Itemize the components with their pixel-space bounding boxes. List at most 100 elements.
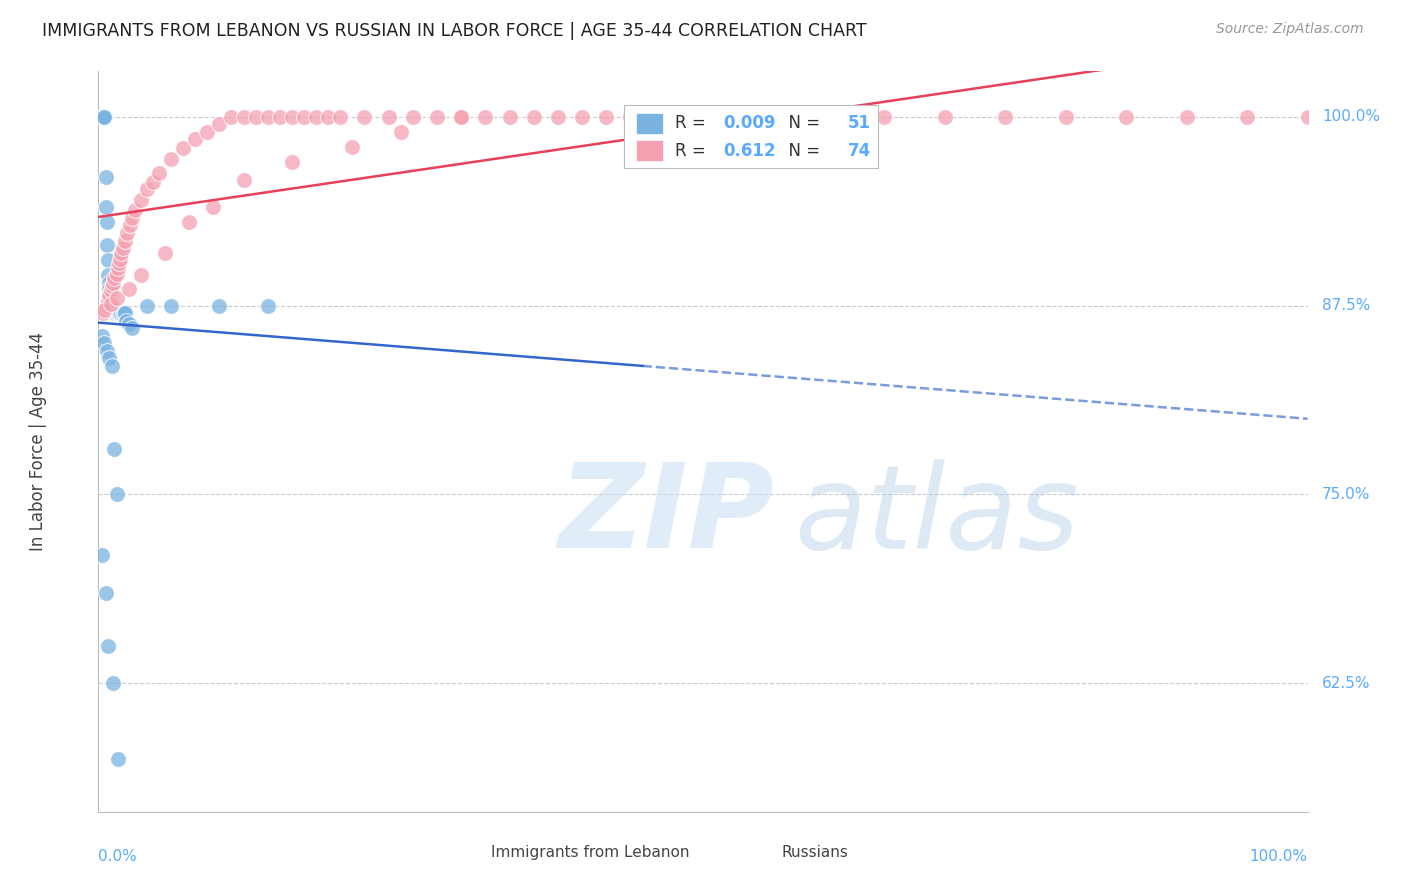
- Text: Immigrants from Lebanon: Immigrants from Lebanon: [492, 845, 690, 860]
- Point: [100, 295, 122, 310]
- Point: [111, 241, 134, 255]
- Text: 0.0%: 0.0%: [98, 849, 138, 863]
- Point: [245, 110, 267, 124]
- Point: [110, 245, 132, 260]
- Point: [108, 306, 131, 320]
- Point: [96, 215, 118, 229]
- Point: [547, 110, 569, 124]
- Point: [202, 200, 225, 214]
- Text: 100.0%: 100.0%: [1250, 849, 1308, 863]
- Point: [91, 306, 114, 320]
- Point: [619, 110, 641, 124]
- Point: [114, 234, 136, 248]
- Point: [118, 219, 141, 233]
- Point: [91, 110, 114, 124]
- Point: [153, 245, 176, 260]
- Point: [256, 110, 278, 124]
- Point: [994, 110, 1017, 124]
- Point: [135, 299, 157, 313]
- Point: [100, 299, 122, 313]
- Point: [148, 165, 170, 179]
- Point: [101, 301, 124, 316]
- Point: [98, 282, 121, 296]
- Point: [90, 110, 112, 124]
- Point: [91, 110, 114, 124]
- FancyBboxPatch shape: [637, 112, 664, 134]
- Point: [108, 306, 131, 320]
- Point: [329, 110, 352, 124]
- Point: [100, 284, 122, 298]
- Text: 75.0%: 75.0%: [1322, 487, 1371, 502]
- Point: [631, 110, 654, 124]
- Point: [103, 303, 125, 318]
- Point: [110, 306, 132, 320]
- Point: [98, 276, 121, 290]
- Point: [184, 132, 207, 146]
- Point: [105, 291, 128, 305]
- Point: [124, 203, 146, 218]
- Point: [450, 110, 472, 124]
- Point: [129, 193, 152, 207]
- Point: [426, 110, 449, 124]
- Point: [221, 110, 243, 124]
- Point: [316, 110, 339, 124]
- Point: [105, 267, 128, 281]
- Point: [692, 110, 714, 124]
- Point: [94, 200, 117, 214]
- Point: [232, 173, 254, 187]
- Point: [111, 306, 134, 320]
- Point: [1296, 110, 1319, 124]
- Point: [94, 585, 117, 599]
- Point: [91, 328, 114, 343]
- FancyBboxPatch shape: [637, 140, 664, 161]
- Point: [232, 110, 254, 124]
- Point: [103, 306, 125, 320]
- Point: [1236, 110, 1258, 124]
- Point: [105, 487, 128, 501]
- Text: R =: R =: [675, 142, 717, 160]
- Point: [97, 293, 120, 308]
- Point: [571, 110, 593, 124]
- Text: N =: N =: [778, 142, 825, 160]
- Point: [93, 336, 115, 351]
- Point: [112, 306, 135, 320]
- Text: 100.0%: 100.0%: [1322, 109, 1381, 124]
- Point: [160, 299, 183, 313]
- Point: [107, 260, 129, 275]
- Point: [97, 268, 120, 283]
- Point: [98, 351, 121, 366]
- Text: IMMIGRANTS FROM LEBANON VS RUSSIAN IN LABOR FORCE | AGE 35-44 CORRELATION CHART: IMMIGRANTS FROM LEBANON VS RUSSIAN IN LA…: [42, 22, 868, 40]
- Point: [93, 110, 115, 124]
- Point: [96, 238, 118, 252]
- Point: [97, 639, 120, 653]
- Text: 74: 74: [848, 142, 872, 160]
- Point: [256, 299, 278, 313]
- Point: [100, 286, 122, 301]
- Text: N =: N =: [778, 114, 825, 132]
- Point: [93, 303, 115, 318]
- Text: 87.5%: 87.5%: [1322, 298, 1371, 313]
- Point: [107, 752, 129, 766]
- Point: [342, 140, 364, 154]
- FancyBboxPatch shape: [461, 845, 482, 861]
- Point: [100, 359, 122, 373]
- Point: [523, 110, 546, 124]
- Point: [142, 175, 165, 189]
- Point: [450, 110, 472, 124]
- Point: [195, 125, 218, 139]
- Point: [101, 299, 124, 313]
- Point: [105, 306, 128, 320]
- Text: Russians: Russians: [782, 845, 848, 860]
- Point: [1054, 110, 1077, 124]
- Point: [135, 182, 157, 196]
- Point: [172, 141, 194, 155]
- Text: ZIP: ZIP: [558, 458, 773, 573]
- Point: [94, 170, 117, 185]
- Point: [269, 110, 291, 124]
- Point: [105, 306, 128, 320]
- Point: [281, 155, 304, 169]
- Point: [108, 256, 131, 270]
- Point: [96, 299, 118, 313]
- Text: 0.009: 0.009: [724, 114, 776, 132]
- Point: [101, 276, 124, 290]
